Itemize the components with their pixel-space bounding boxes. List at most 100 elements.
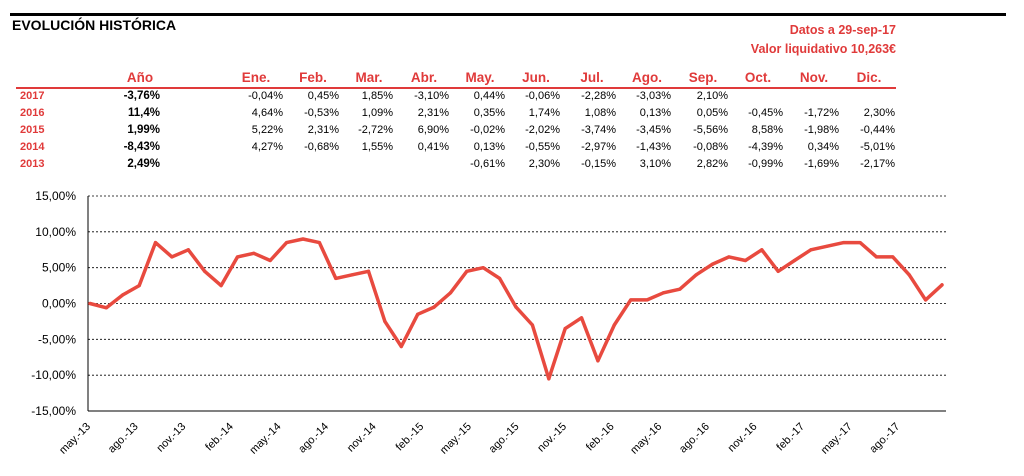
data-point (891, 255, 895, 259)
month-return: 0,13% (473, 141, 505, 153)
month-return: -3,03% (636, 90, 671, 102)
data-point (596, 359, 600, 363)
data-point (645, 298, 649, 302)
data-point (203, 269, 207, 273)
month-return: 2,30% (528, 158, 560, 170)
x-tick-label: ago.-17 (867, 421, 902, 456)
month-return: -3,74% (581, 124, 616, 136)
series-line (88, 237, 944, 381)
month-return: 4,64% (251, 107, 283, 119)
month-return: 1,55% (361, 141, 393, 153)
month-return: 2,30% (863, 107, 895, 119)
x-tick-label: nov.-14 (345, 421, 379, 455)
y-tick-label: -15,00% (31, 404, 76, 418)
data-point (858, 240, 862, 245)
data-point (170, 255, 174, 259)
y-tick-label: 10,00% (35, 225, 76, 239)
data-point (694, 273, 698, 277)
data-point (481, 266, 485, 270)
data-point (104, 306, 108, 310)
month-return: 8,58% (751, 124, 783, 136)
month-return: 1,74% (528, 107, 560, 119)
data-point (547, 377, 551, 381)
row-year: 2013 (20, 158, 45, 170)
month-return: 2,31% (307, 124, 339, 136)
page-title: EVOLUCIÓN HISTÓRICA (12, 17, 177, 33)
data-point (678, 287, 682, 291)
data-point (498, 276, 502, 281)
month-return: 0,35% (473, 107, 505, 119)
column-header: Jul. (580, 70, 604, 85)
data-point (121, 293, 125, 297)
month-return: 6,90% (417, 124, 449, 136)
x-tick-label: may.-15 (438, 421, 474, 457)
data-point (743, 258, 747, 263)
month-return: -2,17% (860, 158, 895, 170)
month-return: 1,85% (361, 90, 393, 102)
month-return: -3,10% (414, 90, 449, 102)
x-tick-label: ago.-15 (487, 421, 522, 456)
month-return: -5,56% (693, 124, 728, 136)
month-return: 0,44% (473, 90, 505, 102)
row-total: -3,76% (123, 90, 160, 102)
month-return: -1,43% (636, 141, 671, 153)
month-return: -0,15% (581, 158, 616, 170)
row-total: 11,4% (128, 107, 160, 119)
data-point (235, 255, 240, 259)
data-point (809, 248, 813, 252)
y-tick-label: 0,00% (42, 297, 76, 311)
column-header: Mar. (355, 70, 383, 85)
month-return: 5,22% (251, 124, 283, 136)
x-tick-label: ago.-13 (106, 421, 141, 456)
data-point (924, 298, 928, 302)
data-point (252, 251, 256, 255)
month-return: -0,04% (248, 90, 283, 102)
table-header-rule (16, 87, 896, 89)
column-header: May. (465, 70, 495, 85)
x-tick-label: nov.-15 (535, 421, 569, 455)
month-return: 2,82% (696, 158, 728, 170)
month-return: -0,99% (748, 158, 783, 170)
data-point (711, 262, 715, 266)
month-return: 0,13% (639, 107, 671, 119)
month-return: -1,98% (804, 124, 839, 136)
data-point (432, 305, 436, 309)
month-return: 0,41% (417, 141, 449, 153)
data-point (874, 255, 879, 259)
x-tick-label: nov.-16 (726, 421, 760, 455)
column-header: Feb. (299, 70, 327, 85)
month-return: -1,72% (804, 107, 839, 119)
row-year: 2015 (20, 124, 45, 136)
y-tick-label: -10,00% (31, 368, 76, 382)
month-return: -2,97% (581, 141, 616, 153)
data-point (334, 276, 338, 281)
row-total: 1,99% (127, 124, 160, 136)
month-return: 0,05% (696, 107, 728, 119)
data-point (612, 323, 616, 327)
data-date: Datos a 29-sep-17 (789, 23, 896, 37)
month-return: 4,27% (251, 141, 283, 153)
x-tick-label: may.-14 (248, 421, 284, 457)
column-header: Ago. (632, 70, 662, 85)
data-point (661, 291, 666, 295)
data-point (399, 344, 403, 349)
column-header: Oct. (744, 70, 772, 85)
y-tick-label: 15,00% (35, 189, 76, 203)
data-point (792, 258, 797, 263)
fund-info: Datos a 29-sep-17 Valor liquidativo 10,2… (751, 21, 896, 59)
data-point (760, 248, 764, 252)
month-return: -2,28% (581, 90, 616, 102)
x-tick-label: may.-17 (819, 421, 855, 457)
month-return: 0,34% (807, 141, 839, 153)
column-header: Nov. (799, 70, 829, 85)
data-point (366, 269, 371, 273)
data-point (317, 240, 321, 245)
row-year: 2017 (20, 90, 45, 102)
x-tick-label: ago.-14 (296, 421, 331, 456)
month-return: -1,69% (804, 158, 839, 170)
data-point (153, 240, 158, 245)
month-return: -5,01% (860, 141, 895, 153)
data-point (350, 273, 354, 277)
column-header: Jun. (522, 70, 550, 85)
data-point (416, 312, 420, 316)
